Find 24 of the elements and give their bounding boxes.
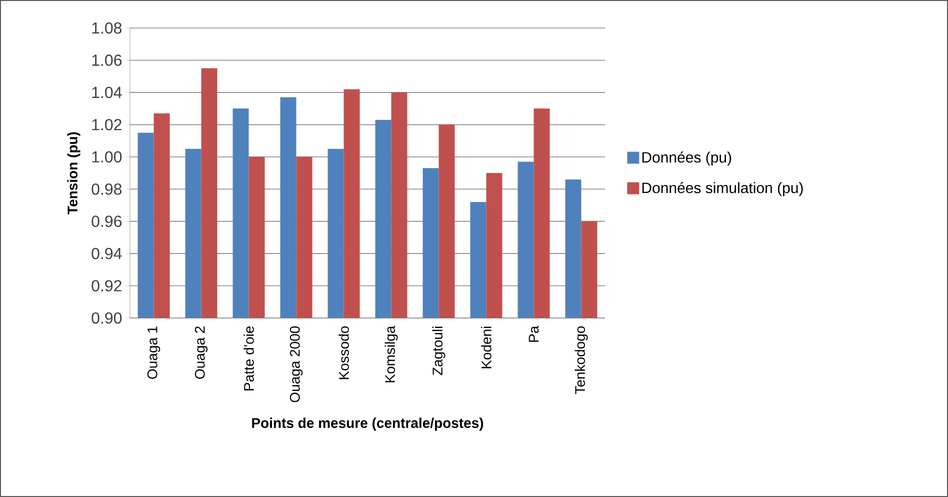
x-tick-label: Pa [528,326,539,342]
y-tick-label: 1.06 [92,54,122,66]
y-tick-label: 0.96 [92,216,122,227]
x-tick-label: Kossodo [338,326,349,380]
x-axis-title: Points de mesure (centrale/postes) [252,418,484,431]
y-tick-label: 1.04 [92,86,122,98]
y-tick-label: 1.00 [92,151,122,163]
x-tick-label: Kodeni [481,326,492,368]
x-tick-label: Ouaga 2000 [290,326,303,402]
y-tick-label: 1.02 [92,119,122,130]
y-tick-label: 0.94 [92,248,122,260]
y-tick-label: 1.08 [92,22,122,34]
legend-label: Données (pu) [642,151,732,166]
y-tick-label: 0.98 [92,183,122,195]
x-tick-label: Zagtouli [432,326,446,376]
x-tick-label: Tenkodogo [574,326,588,394]
x-tick-label: Patte d'oie [244,326,254,390]
y-tick-label: 0.92 [92,280,122,292]
y-axis-title: Tension (pu) [67,132,80,214]
x-tick-label: Ouaga 2 [194,326,208,379]
legend-label: Données simulation (pu) [642,182,803,196]
x-tick-label: Ouaga 1 [147,326,160,379]
y-tick-label: 0.90 [92,312,122,324]
x-tick-label: Komsilga [384,326,398,382]
